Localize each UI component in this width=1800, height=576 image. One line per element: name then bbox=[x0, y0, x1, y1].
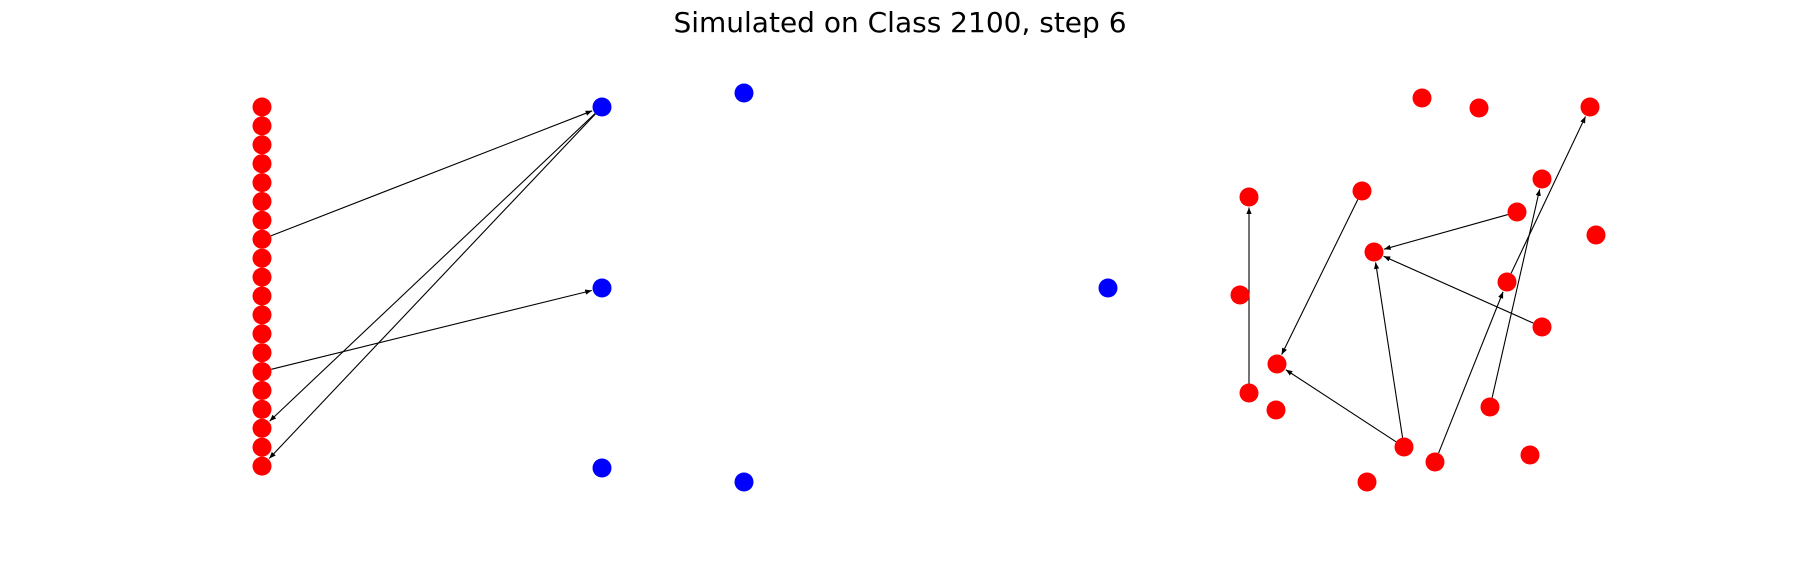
node-B6 bbox=[1098, 278, 1118, 298]
node-L8 bbox=[252, 248, 272, 268]
node-R16 bbox=[1266, 400, 1286, 420]
node-L18 bbox=[252, 437, 272, 457]
node-B5 bbox=[734, 472, 754, 492]
node-L6 bbox=[252, 210, 272, 230]
edge-R18-R10 bbox=[1438, 291, 1504, 454]
node-R2 bbox=[1469, 98, 1489, 118]
nodes-layer bbox=[252, 83, 1606, 492]
node-L0 bbox=[252, 97, 272, 117]
node-L15 bbox=[252, 381, 272, 400]
node-R9 bbox=[1239, 383, 1259, 403]
node-R19 bbox=[1520, 445, 1540, 465]
node-B1 bbox=[592, 97, 612, 117]
edge-R14-R6 bbox=[1491, 189, 1541, 398]
edge-B1-L19 bbox=[268, 113, 596, 459]
node-R8 bbox=[1364, 242, 1384, 262]
node-L1 bbox=[252, 116, 272, 136]
node-L17 bbox=[252, 418, 272, 438]
node-R17 bbox=[1394, 437, 1414, 457]
edge-B1-L17 bbox=[269, 113, 596, 422]
node-L12 bbox=[252, 324, 272, 344]
node-L14 bbox=[252, 362, 272, 382]
node-R20 bbox=[1357, 472, 1377, 492]
node-R4 bbox=[1239, 187, 1259, 207]
node-R1 bbox=[1412, 88, 1432, 108]
node-L7 bbox=[252, 229, 272, 249]
node-L2 bbox=[252, 135, 272, 155]
node-R7 bbox=[1507, 202, 1527, 222]
node-R6 bbox=[1532, 169, 1552, 189]
node-R11 bbox=[1532, 317, 1552, 337]
node-L11 bbox=[252, 305, 272, 325]
node-B4 bbox=[734, 83, 754, 103]
node-L10 bbox=[252, 286, 272, 306]
node-L19 bbox=[252, 456, 272, 476]
node-R18 bbox=[1425, 452, 1445, 472]
edge-R17-R8 bbox=[1373, 262, 1404, 438]
node-R5 bbox=[1352, 181, 1372, 201]
node-R10 bbox=[1497, 272, 1517, 292]
node-L13 bbox=[252, 343, 272, 363]
node-R15 bbox=[1230, 285, 1250, 305]
node-R3 bbox=[1580, 97, 1600, 117]
edge-L7-B1 bbox=[270, 110, 593, 237]
node-R14 bbox=[1480, 397, 1500, 417]
chart-title: Simulated on Class 2100, step 6 bbox=[673, 6, 1127, 39]
node-L5 bbox=[252, 192, 272, 211]
edge-L14-B2 bbox=[271, 289, 592, 370]
node-R13 bbox=[1267, 354, 1287, 374]
node-L4 bbox=[252, 173, 272, 193]
node-L3 bbox=[252, 154, 272, 174]
edge-R5-R13 bbox=[1281, 199, 1359, 355]
edge-R17-R13 bbox=[1285, 369, 1397, 443]
node-L16 bbox=[252, 399, 272, 419]
node-R12 bbox=[1586, 225, 1606, 245]
node-B3 bbox=[592, 458, 612, 478]
edges-layer bbox=[268, 110, 1586, 459]
node-B2 bbox=[592, 278, 612, 298]
node-L9 bbox=[252, 267, 272, 287]
edge-R7-R8 bbox=[1383, 214, 1508, 250]
edge-R10-R3 bbox=[1510, 116, 1586, 274]
edge-R11-R8 bbox=[1383, 255, 1534, 324]
